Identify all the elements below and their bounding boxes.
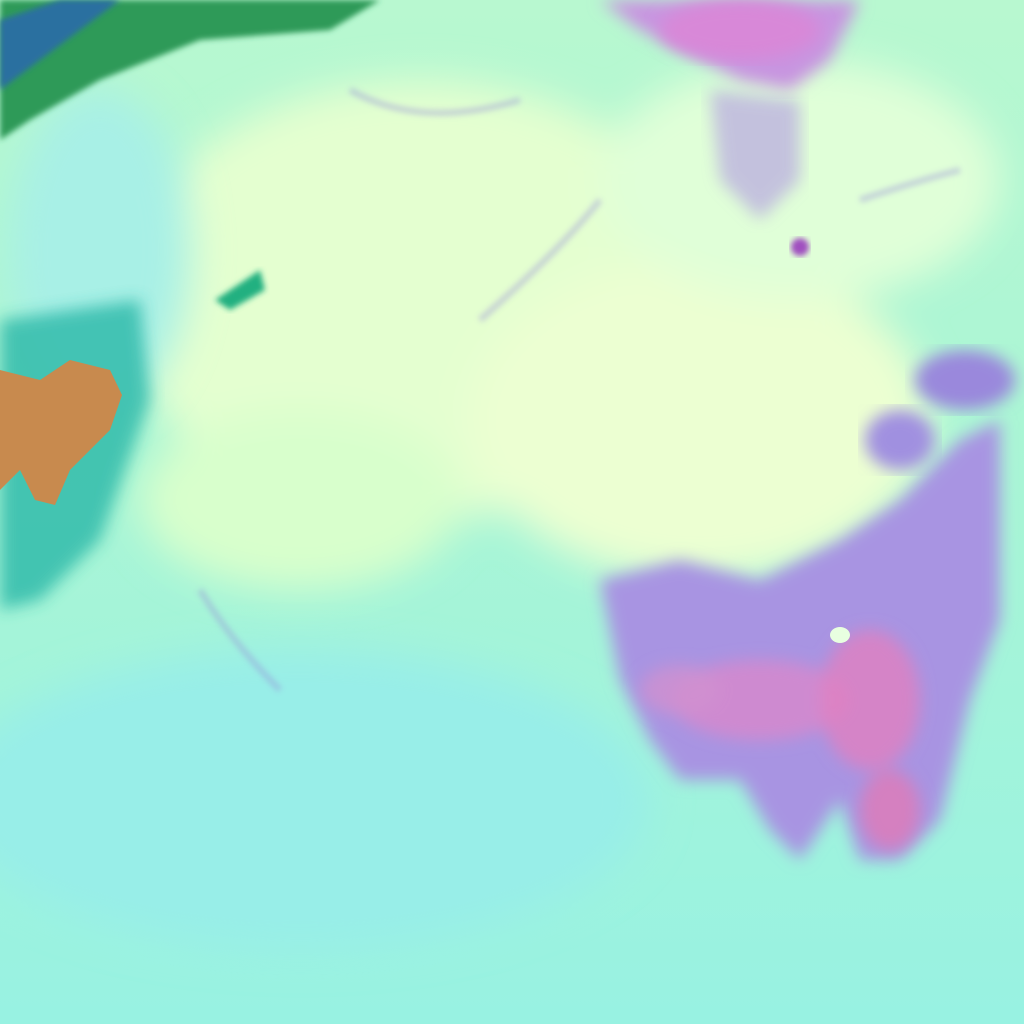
orange-landmass-left (0, 270, 265, 610)
bright-cloud-mass (120, 60, 1000, 590)
red-highlands (640, 630, 920, 850)
magenta-region-top (600, 0, 860, 256)
purple-landmass (600, 350, 1015, 860)
thin-cloud-streaks (197, 87, 961, 693)
green-landmass-top-left (0, 0, 380, 140)
